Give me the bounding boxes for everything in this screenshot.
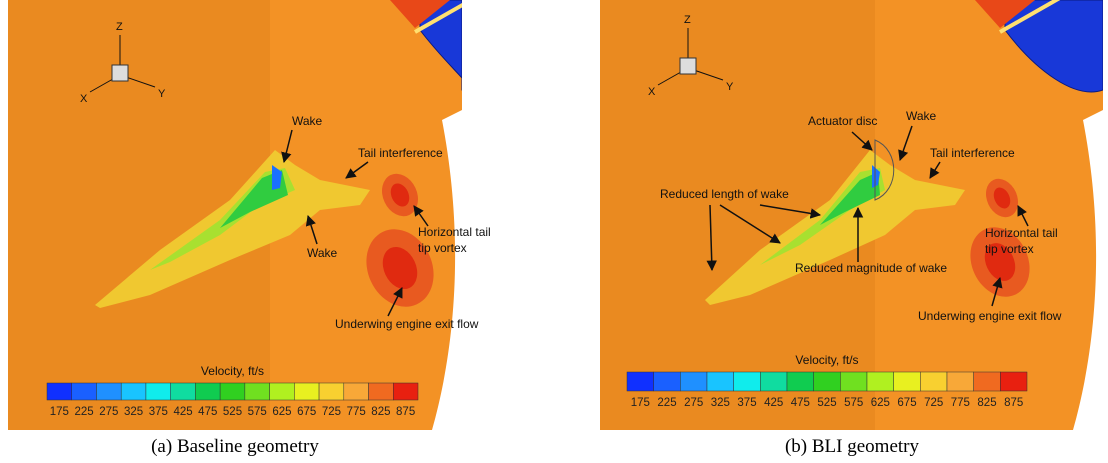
colorbar-swatch [867,372,894,391]
annotation: Wake [307,246,338,260]
colorbar-tick: 675 [897,397,916,409]
colorbar-tick: 275 [99,406,118,418]
annotation: Horizontal tail [418,225,491,239]
colorbar-tick: 775 [951,397,970,409]
annotation: Reduced length of wake [660,187,789,201]
colorbar-title: Velocity, ft/s [201,364,264,378]
colorbar-tick: 475 [791,397,810,409]
annotation: Tail interference [358,146,443,160]
axis-label: Y [726,81,734,93]
axis-label: X [648,86,656,98]
colorbar-swatch [47,383,72,400]
colorbar-swatch [680,372,707,391]
colorbar-swatch [195,383,220,400]
colorbar-tick: 225 [657,397,676,409]
colorbar-tick: 325 [124,406,143,418]
colorbar-title: Velocity, ft/s [795,353,858,367]
colorbar-tick: 725 [322,406,341,418]
colorbar-swatch [344,383,369,400]
colorbar-swatch [369,383,394,400]
colorbar-tick: 175 [50,406,69,418]
annotation: Actuator disc [808,114,877,128]
colorbar-tick: 625 [871,397,890,409]
annotation: Horizontal tail [985,226,1058,240]
colorbar-swatch [294,383,319,400]
colorbar-tick: 225 [75,406,94,418]
colorbar-tick: 825 [977,397,996,409]
colorbar-swatch [171,383,196,400]
colorbar-swatch [146,383,171,400]
figure: Z X Y Wake Tail interference Wake Horizontal t… [0,0,1108,463]
axis-label: Y [158,88,166,100]
triad-cube [112,65,128,81]
colorbar-swatch [319,383,344,400]
colorbar-swatch [654,372,681,391]
colorbar-swatch [245,383,270,400]
annotation: Reduced magnitude of wake [795,261,947,275]
colorbar-tick: 475 [198,406,217,418]
colorbar-swatch [920,372,947,391]
colorbar-swatch [734,372,761,391]
colorbar-tick: 275 [684,397,703,409]
colorbar-tick: 625 [272,406,291,418]
axis-label: Z [684,14,691,26]
colorbar-swatch [840,372,867,391]
colorbar-tick: 175 [631,397,650,409]
triad-cube [680,58,696,74]
colorbar-swatch [707,372,734,391]
annotation: Underwing engine exit flow [918,309,1062,323]
colorbar-tick: 675 [297,406,316,418]
annotation: Wake [292,114,323,128]
annotation: Wake [906,109,937,123]
colorbar-swatch [1000,372,1027,391]
colorbar-swatch [947,372,974,391]
colorbar-swatch [894,372,921,391]
colorbar-swatch [96,383,121,400]
colorbar-swatch [787,372,814,391]
colorbar-swatch [814,372,841,391]
colorbar-tick: 525 [223,406,242,418]
colorbar-tick: 825 [371,406,390,418]
colorbar-tick: 875 [396,406,415,418]
colorbar-swatch [72,383,97,400]
colorbar-tick: 725 [924,397,943,409]
colorbar-tick: 375 [149,406,168,418]
colorbar-tick: 425 [173,406,192,418]
annotation: Tail interference [930,146,1015,160]
annotation: Underwing engine exit flow [335,317,479,331]
colorbar-tick: 775 [347,406,366,418]
colorbar-tick: 575 [844,397,863,409]
colorbar-swatch [121,383,146,400]
colorbar-tick: 575 [248,406,267,418]
caption: (b) BLI geometry [785,436,920,457]
axis-label: Z [116,21,123,33]
colorbar-tick: 875 [1004,397,1023,409]
colorbar-swatch [220,383,245,400]
caption: (a) Baseline geometry [151,436,319,457]
colorbar-swatch [974,372,1001,391]
annotation: tip vortex [985,242,1034,256]
colorbar-swatch [270,383,295,400]
colorbar-tick: 525 [817,397,836,409]
colorbar-tick: 325 [711,397,730,409]
colorbar-swatch [393,383,418,400]
colorbar-tick: 425 [764,397,783,409]
axis-label: X [80,93,88,105]
colorbar-swatch [760,372,787,391]
annotation: tip vortex [418,241,467,255]
colorbar-swatch [627,372,654,391]
colorbar-tick: 375 [737,397,756,409]
